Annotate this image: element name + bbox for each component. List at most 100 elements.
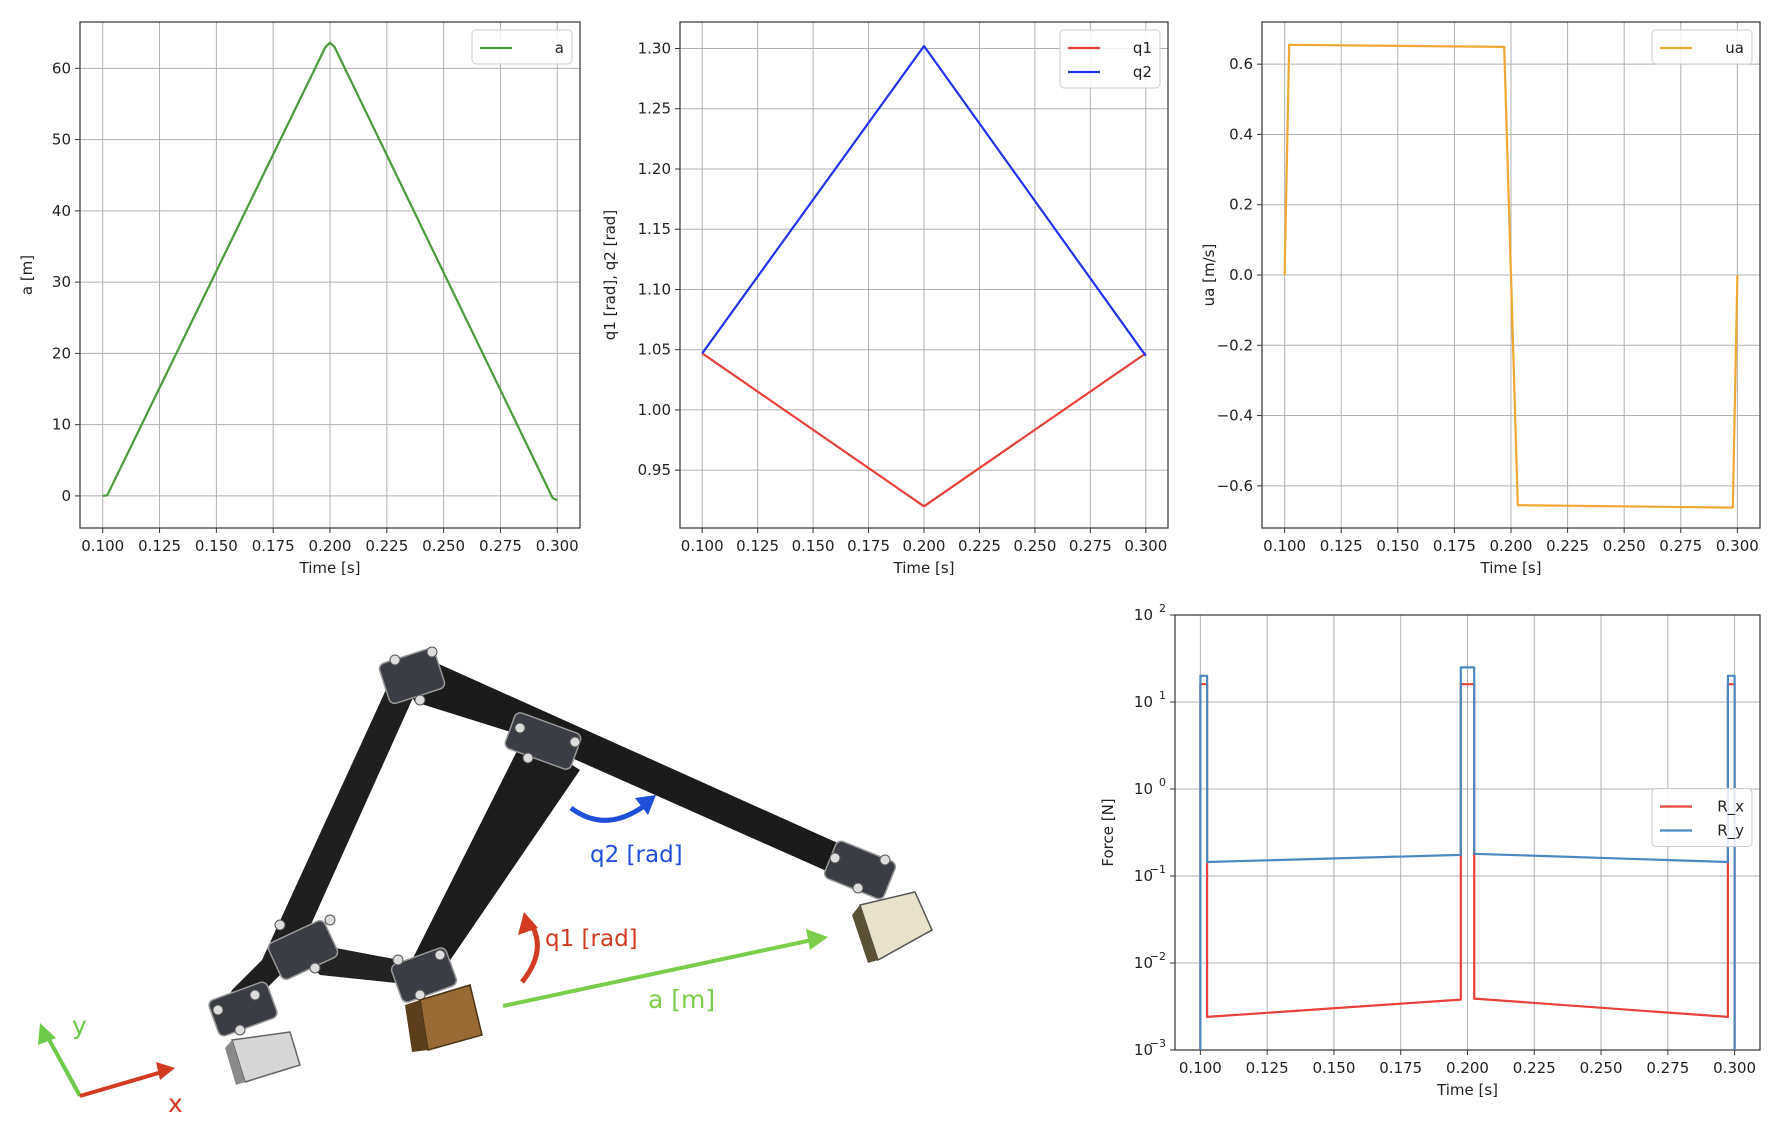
x-tick-label: 0.275 [479, 537, 522, 555]
plot-frame [79, 21, 581, 529]
x-axis-label: Time [s] [299, 559, 361, 577]
x-tick-label: 0.150 [1312, 1059, 1355, 1077]
x-tick-label: 0.250 [1603, 537, 1646, 555]
x-tick-label: 0.250 [1013, 537, 1056, 555]
y-tick-label: 0.95 [638, 461, 671, 479]
x-tick-label: 0.100 [1263, 537, 1306, 555]
x-tick-label: 0.225 [1546, 537, 1589, 555]
y-tick-label: 10 [1134, 1041, 1153, 1059]
y-axis-label: a [m] [18, 255, 36, 295]
x-tick-label: 0.225 [958, 537, 1001, 555]
legend-label-ua: ua [1725, 39, 1744, 57]
x-axis-arrowhead [156, 1062, 175, 1080]
x-tick-label: 0.300 [536, 537, 579, 555]
x-tick-label: 0.100 [681, 537, 724, 555]
x-tick-label: 0.125 [1320, 537, 1363, 555]
x-axis-label: x [168, 1089, 183, 1118]
y-tick-label: 1.20 [638, 160, 671, 178]
y-tick-label: 0.2 [1229, 196, 1253, 214]
y-tick-exponent: 2 [1159, 602, 1166, 615]
y-axis-label: ua [m/s] [1200, 244, 1218, 307]
y-tick-label: 10 [1134, 780, 1153, 798]
q1-arrowhead [518, 912, 538, 935]
x-axis-label: Time [s] [893, 559, 955, 577]
x-tick-label: 0.200 [903, 537, 946, 555]
x-tick-label: 0.225 [365, 537, 408, 555]
force-log-chart: 0.100 0.125 0.150 0.175 0.200 0.225 0.250 0.275… [1099, 602, 1761, 1099]
y-tick-label: 0.0 [1229, 266, 1253, 284]
y-tick-exponent: −3 [1150, 1037, 1166, 1050]
y-tick-label: 10 [1134, 693, 1153, 711]
x-tick-label: 0.225 [1513, 1059, 1556, 1077]
q2-arrow [569, 801, 650, 823]
x-tick-label: 0.125 [736, 537, 779, 555]
y-tick-label: −0.2 [1217, 336, 1253, 354]
x-tick-label: 0.200 [1446, 1059, 1489, 1077]
x-tick-label: 0.200 [1490, 537, 1533, 555]
y-tick-label: 60 [52, 59, 71, 77]
right-block [852, 891, 933, 963]
y-axis-label: q1 [rad], q2 [rad] [601, 210, 619, 340]
y-tick-label: 10 [1134, 867, 1153, 885]
y-axis-label: Force [N] [1099, 798, 1117, 866]
x-tick-label: 0.275 [1646, 1059, 1689, 1077]
legend-label-R_x: R_x [1717, 798, 1744, 817]
y-tick-label: 10 [52, 416, 71, 434]
y-tick-label: 1.10 [638, 280, 671, 298]
x-tick-label: 0.250 [1580, 1059, 1623, 1077]
x-tick-label: 0.300 [1713, 1059, 1756, 1077]
series-line-q2 [701, 45, 1147, 357]
left-link [220, 660, 430, 1015]
series-line-R_y [1199, 666, 1736, 1050]
x-tick-label: 0.125 [1246, 1059, 1289, 1077]
plot-frame [679, 21, 1169, 529]
a-arrow [502, 938, 813, 1008]
x-tick-label: 0.275 [1659, 537, 1702, 555]
x-tick-label: 0.175 [847, 537, 890, 555]
joint-brackets [208, 647, 897, 1037]
x-tick-label: 0.150 [195, 537, 238, 555]
q2-arrowhead [635, 795, 656, 815]
plot-frame [1174, 614, 1761, 1051]
legend-box [471, 29, 573, 65]
x-tick-label: 0.125 [138, 537, 181, 555]
x-tick-label: 0.175 [252, 537, 295, 555]
y-tick-exponent: −2 [1150, 950, 1166, 963]
q2-label: q2 [rad] [590, 842, 683, 868]
y-tick-exponent: 1 [1159, 689, 1166, 702]
legend-box [1651, 29, 1753, 65]
x-tick-label: 0.150 [1376, 537, 1419, 555]
inner-link [410, 735, 580, 985]
y-tick-exponent: −1 [1150, 863, 1166, 876]
x-tick-label: 0.300 [1124, 537, 1167, 555]
x-tick-label: 0.275 [1069, 537, 1112, 555]
series-line-ua [1283, 43, 1739, 509]
x-tick-label: 0.175 [1433, 537, 1476, 555]
y-tick-label: 1.15 [638, 220, 671, 238]
legend-label-R_y: R_y [1717, 822, 1744, 841]
joint-bolts [212, 646, 891, 1036]
y-axis-arrowhead [38, 1023, 56, 1045]
plot-frame [1261, 21, 1761, 529]
series-line-q1 [701, 352, 1147, 508]
series-line-R_x [1199, 683, 1736, 1050]
series-line-a [102, 41, 558, 502]
x-tick-label: 0.175 [1379, 1059, 1422, 1077]
y-tick-exponent: 0 [1159, 776, 1166, 789]
joint-angles-chart: 0.100 0.125 0.150 0.175 0.200 0.225 0.250 0.275… [601, 21, 1169, 577]
x-axis-label: Time [s] [1436, 1081, 1498, 1099]
y-tick-label: 0.4 [1229, 125, 1253, 143]
y-tick-label: 1.05 [638, 341, 671, 359]
x-axis-arrow [79, 1070, 163, 1098]
legend-label-q1: q1 [1133, 39, 1152, 57]
y-tick-label: −0.4 [1217, 407, 1253, 425]
y-tick-label: 0 [61, 487, 71, 505]
a-label: a [m] [648, 985, 715, 1014]
legend-label-q2: q2 [1133, 63, 1152, 81]
legend-box [1059, 29, 1161, 89]
position-a-chart: 0.100 0.125 0.150 0.175 0.200 0.225 0.250 0.275… [18, 21, 581, 577]
legend-label-a: a [555, 39, 564, 57]
x-tick-label: 0.100 [81, 537, 124, 555]
y-tick-label: −0.6 [1217, 477, 1253, 495]
velocity-ua-chart: 0.100 0.125 0.150 0.175 0.200 0.225 0.250 0.275… [1200, 21, 1761, 577]
